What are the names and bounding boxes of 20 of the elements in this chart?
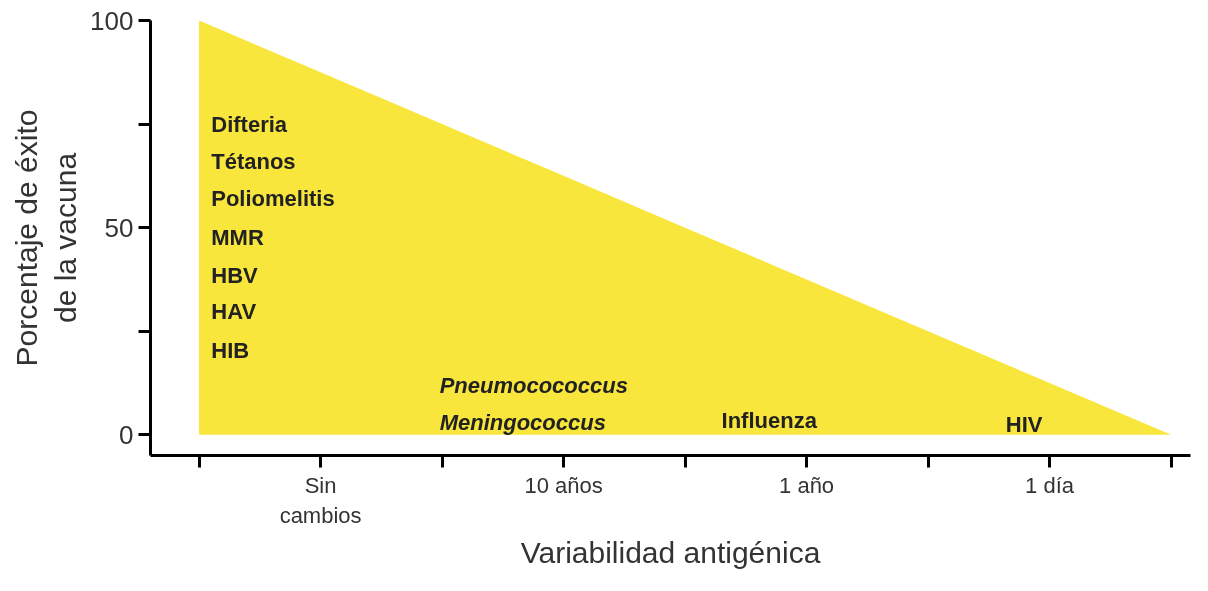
x-tick-label: 10 años <box>524 472 603 498</box>
annotation: HBV <box>211 262 259 288</box>
annotation: MMR <box>211 225 264 251</box>
annotation: Meningococcus <box>439 409 606 435</box>
x-axis-title: Variabilidad antigénica <box>520 535 821 569</box>
annotation: HIB <box>211 337 250 363</box>
annotation: Influenza <box>721 407 818 433</box>
x-tick-label: 1 día <box>1025 472 1075 498</box>
y-axis-title: Porcentaje de éxito de la vacuna <box>9 109 83 367</box>
annotation: HIV <box>1005 411 1043 437</box>
annotation: Pneumocococcus <box>439 372 628 398</box>
y-tick-label: 100 <box>90 5 134 36</box>
annotation: Poliomelitis <box>211 186 335 212</box>
annotation: Tétanos <box>211 148 296 174</box>
x-tick-label: 1 año <box>779 472 835 498</box>
y-tick-label: 0 <box>119 419 134 450</box>
annotation: HAV <box>211 299 257 325</box>
annotation: Difteria <box>211 111 288 137</box>
x-tick-label: Sin cambios <box>279 472 362 528</box>
y-tick-label: 50 <box>104 212 134 243</box>
